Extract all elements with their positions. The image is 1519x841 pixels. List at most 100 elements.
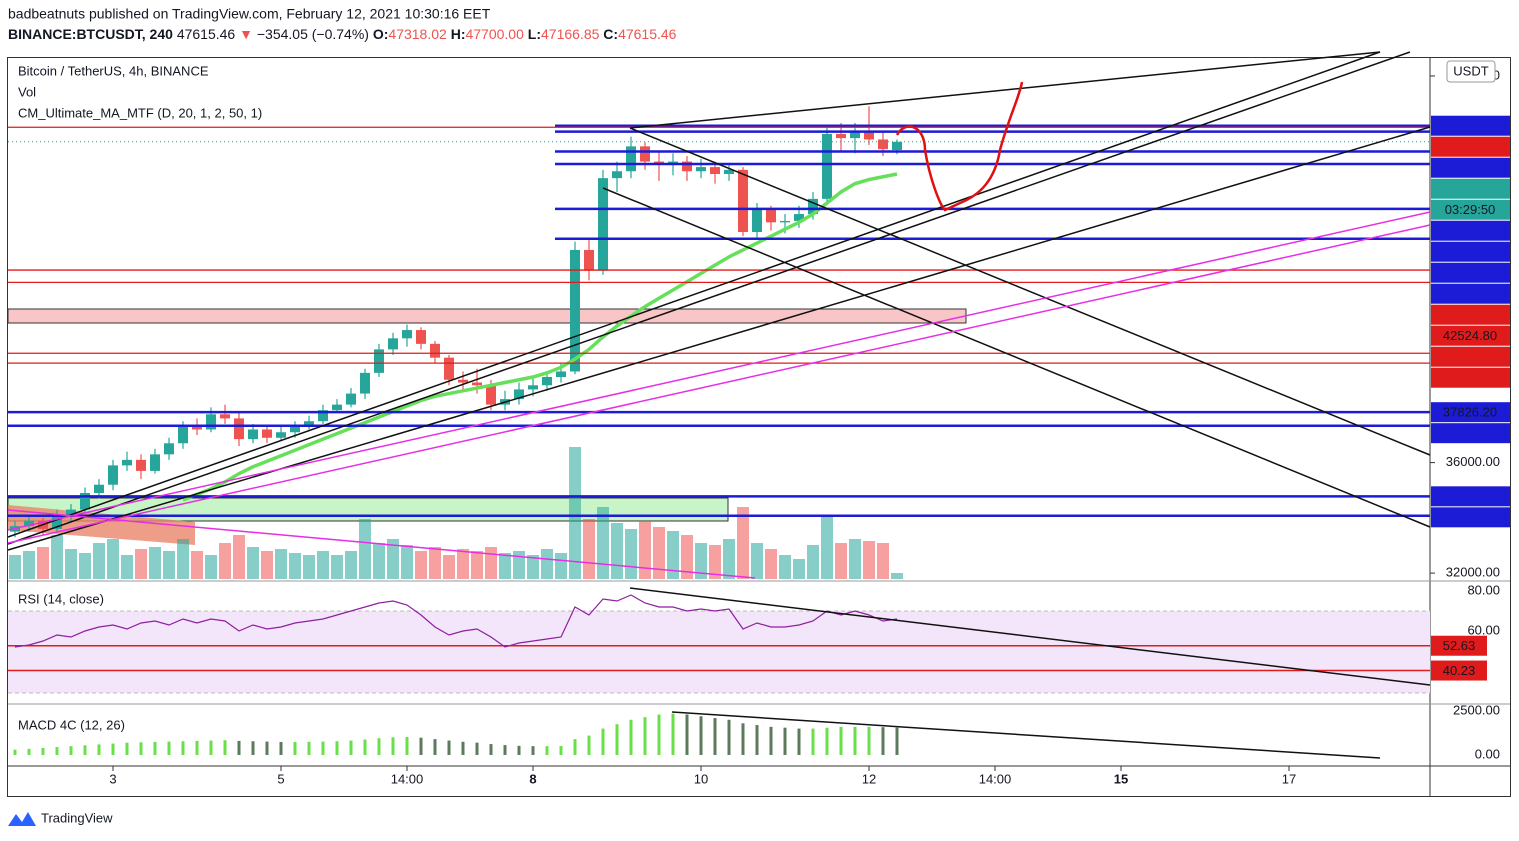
marks: 50000.0036000.0032000.0003:29:5042524.80… xyxy=(8,67,1510,786)
volume-bar xyxy=(219,543,231,579)
macd-bar xyxy=(517,745,521,755)
volume-bar xyxy=(191,551,203,579)
candle-body xyxy=(346,393,356,405)
candle-body xyxy=(290,425,300,433)
macd-tick-label: 2500.00 xyxy=(1453,702,1500,717)
macd-bar xyxy=(531,746,535,755)
volume-bar xyxy=(485,547,497,579)
price: 47615.46 xyxy=(177,26,236,42)
rsi-level-label: 40.23 xyxy=(1443,663,1476,678)
candle-body xyxy=(276,432,286,438)
volume-bar xyxy=(863,541,875,579)
volume-bar xyxy=(555,553,567,579)
candle-body xyxy=(444,357,454,380)
volume-bar xyxy=(695,543,707,579)
y-tick-label: 36000.00 xyxy=(1446,454,1500,469)
ma-line xyxy=(182,172,898,502)
candle-body xyxy=(178,425,188,444)
candle-body xyxy=(416,330,426,344)
logo: TradingView xyxy=(8,810,113,826)
brand: TradingView xyxy=(41,810,113,825)
price-label-bg xyxy=(1431,262,1510,283)
h-label: H: xyxy=(451,26,466,42)
macd-bar xyxy=(321,741,325,755)
macd-bar xyxy=(713,718,717,755)
candle-body xyxy=(52,515,62,529)
macd-bar xyxy=(349,740,353,755)
macd-bar xyxy=(223,740,227,755)
x-tick-label: 14:00 xyxy=(979,771,1012,786)
volume-bar xyxy=(611,523,623,579)
price-label-bg xyxy=(1431,283,1510,304)
macd-bar xyxy=(363,739,367,755)
macd-bar xyxy=(797,728,801,755)
trendline xyxy=(7,51,1381,538)
candle-body xyxy=(514,389,524,400)
candle-body xyxy=(808,198,818,215)
x-tick-label: 12 xyxy=(862,771,876,786)
macd-bar xyxy=(839,726,843,755)
candle-body xyxy=(612,171,622,179)
macd-bar xyxy=(419,737,423,755)
rsi-tick-label: 60.00 xyxy=(1467,622,1500,637)
volume-bar xyxy=(247,547,259,579)
candle-body xyxy=(332,404,342,411)
candle-body xyxy=(24,520,34,527)
candle-body xyxy=(430,343,440,358)
macd-bar xyxy=(167,741,171,755)
volume-bar xyxy=(135,549,147,579)
volume-bar xyxy=(751,543,763,579)
x-tick-label: 10 xyxy=(694,771,708,786)
macd-bar xyxy=(895,727,899,755)
trendline xyxy=(7,509,756,579)
volume-bar xyxy=(107,539,119,579)
rsi-line xyxy=(14,594,898,648)
currency[interactable]: USDT xyxy=(1453,63,1488,78)
volume-bar xyxy=(877,543,889,579)
y-tick-label: 32000.00 xyxy=(1446,565,1500,580)
macd-tick-label: 0.00 xyxy=(1475,746,1500,761)
volume-bar xyxy=(793,559,805,579)
candle-body xyxy=(584,249,594,271)
candle-body xyxy=(486,385,496,405)
macd-bar xyxy=(55,747,59,755)
candle-body xyxy=(626,146,636,172)
volume-bar xyxy=(541,549,553,579)
l: 47166.85 xyxy=(541,26,600,42)
volume-bar xyxy=(205,555,217,579)
arrow: ▼ xyxy=(239,26,253,42)
volume-bar xyxy=(415,551,427,579)
macd-bar xyxy=(447,740,451,755)
candle-body xyxy=(752,209,762,232)
candle-body xyxy=(836,133,846,139)
x-tick-label: 8 xyxy=(529,771,536,786)
macd-bar xyxy=(307,741,311,755)
currency-badge[interactable] xyxy=(1446,60,1496,83)
candle-body xyxy=(318,410,328,422)
macd-bar xyxy=(97,744,101,755)
price-label: 37826.20 xyxy=(1443,405,1497,420)
volume-bar xyxy=(639,521,651,579)
legend-title: Bitcoin / TetherUS, 4h, BINANCE xyxy=(18,63,209,78)
macd-bar xyxy=(671,713,675,755)
zone-box xyxy=(7,308,967,324)
candle-body xyxy=(892,141,902,151)
volume-bar xyxy=(667,531,679,579)
volume-bar xyxy=(345,551,357,579)
candle-body xyxy=(696,167,706,172)
candle-body xyxy=(528,385,538,390)
rsi-level-bg xyxy=(1431,635,1487,656)
price-label-bg xyxy=(1431,423,1510,444)
candle-body xyxy=(220,414,230,419)
drawings xyxy=(7,51,1431,759)
candle-body xyxy=(304,421,314,426)
price-label-bg xyxy=(1431,157,1510,178)
trendline xyxy=(671,711,1381,759)
candle-body xyxy=(598,178,608,271)
macd-bar xyxy=(69,746,73,755)
volume-bar xyxy=(261,551,273,579)
volume-bar xyxy=(23,551,35,579)
candle-body xyxy=(388,338,398,350)
volume-bar xyxy=(373,543,385,579)
volume-bar xyxy=(65,549,77,579)
